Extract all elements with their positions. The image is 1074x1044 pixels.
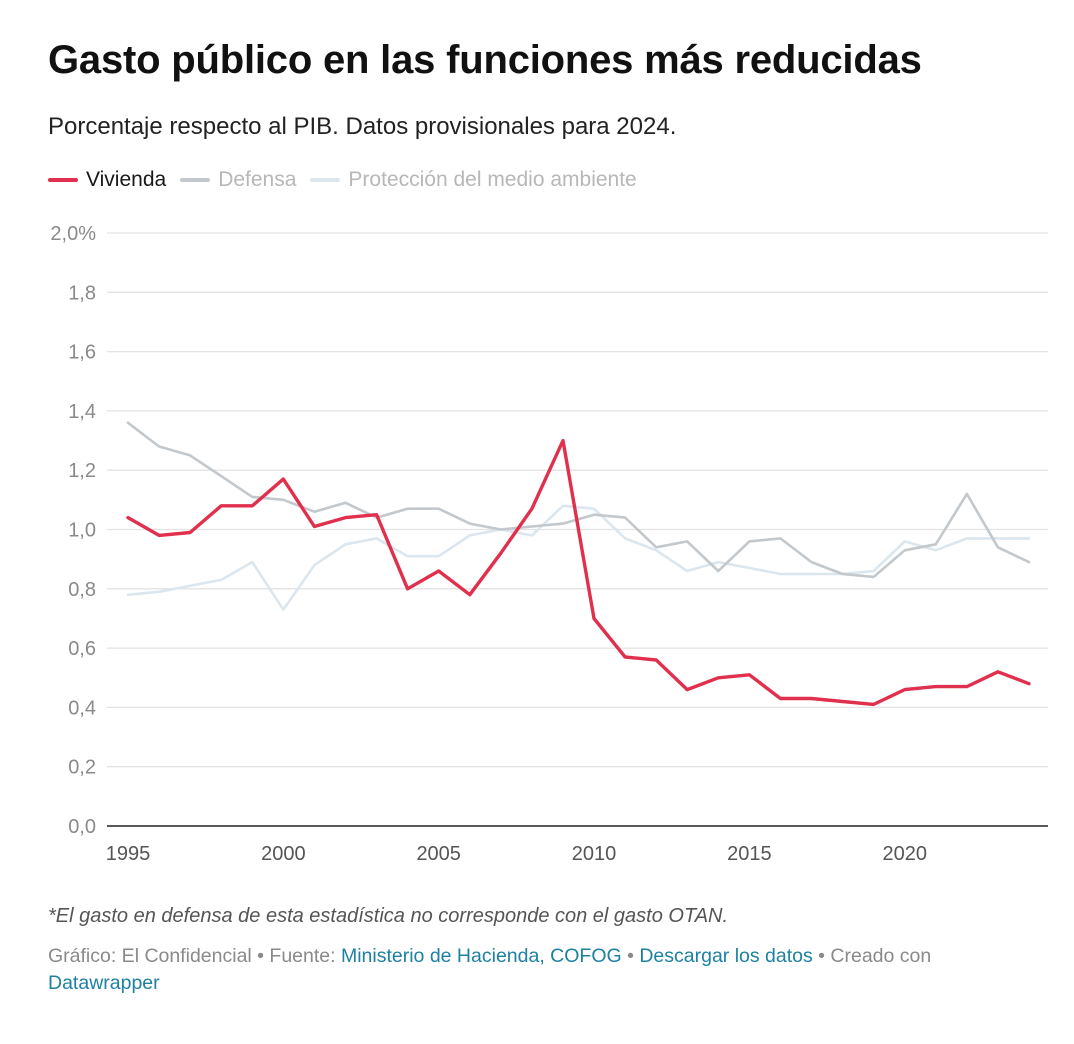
y-tick-label: 1,6 xyxy=(68,342,96,364)
y-tick-label: 1,2 xyxy=(68,460,96,482)
legend-swatch-vivienda xyxy=(48,178,78,182)
y-tick-label: 0,2 xyxy=(68,757,96,779)
credit-separator: • xyxy=(621,945,640,967)
download-data-link[interactable]: Descargar los datos xyxy=(639,945,813,967)
series-line-vivienda[interactable] xyxy=(126,438,1031,707)
y-tick-label: 2,0% xyxy=(50,223,96,245)
x-tick-label: 2000 xyxy=(261,843,306,865)
credit-prefix: Gráfico: El Confidencial • Fuente: xyxy=(48,945,341,967)
legend-swatch-medio-ambiente xyxy=(310,178,341,182)
y-tick-label: 0,0 xyxy=(68,816,96,838)
x-tick-label: 2020 xyxy=(882,843,927,865)
footnote: *El gasto en defensa de esta estadística… xyxy=(48,905,729,927)
gridlines xyxy=(107,232,1048,768)
chart-title: Gasto público en las funciones más reduc… xyxy=(48,38,922,82)
x-tick-label: 1995 xyxy=(106,843,151,865)
x-tick-label: 2010 xyxy=(572,843,617,865)
x-tick-label: 2015 xyxy=(727,843,772,865)
y-tick-label: 0,6 xyxy=(68,638,96,660)
y-tick-label: 1,8 xyxy=(68,282,96,304)
y-tick-label: 0,4 xyxy=(68,697,96,719)
series-line-defensa[interactable] xyxy=(126,421,1031,579)
y-tick-label: 1,0 xyxy=(68,520,96,542)
y-tick-label: 0,8 xyxy=(68,579,96,601)
created-with-text: • Creado con xyxy=(812,945,932,967)
legend-swatch-defensa xyxy=(180,178,211,182)
chart-subtitle: Porcentaje respecto al PIB. Datos provis… xyxy=(48,113,677,140)
datawrapper-link[interactable]: Datawrapper xyxy=(48,972,160,994)
source-link[interactable]: Ministerio de Hacienda, COFOG xyxy=(340,945,622,967)
legend-item-medio-ambiente[interactable]: Protección del medio ambiente xyxy=(310,168,637,192)
y-axis-tick-labels: 0,0 0,2 0,4 0,6 0,8 1,0 1,2 1,4 1,6 1,8 2,0% xyxy=(50,223,96,838)
x-tick-label: 2005 xyxy=(416,843,461,865)
legend-label-medio-ambiente: Protección del medio ambiente xyxy=(348,168,637,191)
legend-label-vivienda: Vivienda xyxy=(86,168,167,191)
legend: Vivienda Defensa Protección del medio am… xyxy=(48,168,651,192)
credits: Gráfico: El Confidencial • Fuente: Minis… xyxy=(48,943,1028,997)
x-axis: 1995 2000 2005 2010 2015 2020 xyxy=(106,825,1048,865)
series-line-proteccion-del-medio-ambiente[interactable] xyxy=(126,504,1031,611)
legend-label-defensa: Defensa xyxy=(218,168,297,191)
series-lines xyxy=(126,421,1031,707)
line-chart: 0,0 0,2 0,4 0,6 0,8 1,0 1,2 1,4 1,6 1,8 2,0% 1995 2… xyxy=(50,223,1048,865)
legend-item-defensa[interactable]: Defensa xyxy=(180,168,296,192)
y-tick-label: 1,4 xyxy=(68,401,96,423)
legend-item-vivienda[interactable]: Vivienda xyxy=(48,168,166,192)
